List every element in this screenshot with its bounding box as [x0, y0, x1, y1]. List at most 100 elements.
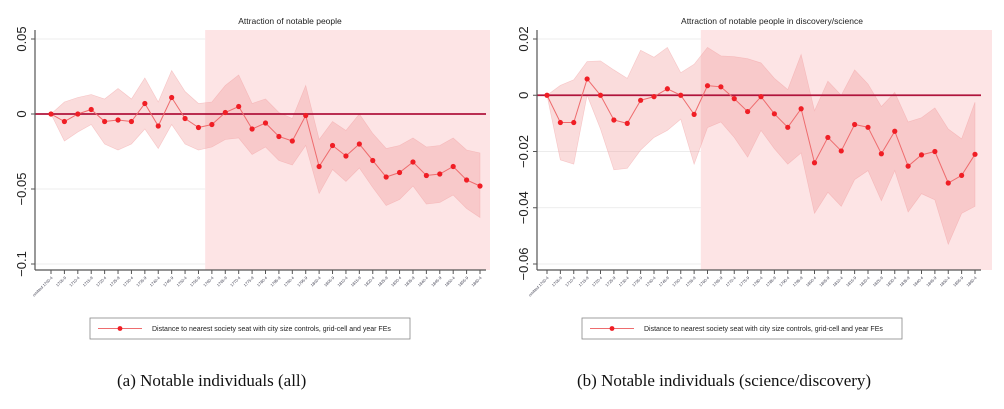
- caption-a: (a) Notable individuals (all): [117, 371, 307, 390]
- chart-panel-b: 0.02 0 −0.02 −0.04 −0.06 omitted 1700-4 1705-9…: [502, 0, 1004, 360]
- x-tick-label: 1840-4: [417, 275, 430, 288]
- data-point: [289, 138, 295, 144]
- data-point: [423, 172, 429, 179]
- x-tick-label: 1800-4: [309, 275, 322, 288]
- x-tick-label: 1735-9: [631, 275, 644, 288]
- legend-box: [581, 317, 903, 340]
- x-tick-label: 1850-4: [444, 275, 457, 288]
- data-point: [142, 100, 148, 107]
- x-tick-label: 1770-4: [725, 275, 738, 288]
- data-point: [383, 174, 389, 180]
- data-point: [249, 126, 255, 132]
- caption-b: (b) Notable individuals (science/discove…: [577, 371, 872, 390]
- x-tick-label: 1840-4: [912, 275, 925, 288]
- data-point: [236, 103, 242, 110]
- y-tick-label: 0: [14, 110, 29, 117]
- x-tick-label: 1815-9: [845, 275, 858, 288]
- x-tick-label: 1805-9: [818, 275, 831, 288]
- data-point: [222, 109, 228, 116]
- legend-marker-swatch: [117, 326, 123, 331]
- x-tick-label: 1765-9: [711, 275, 724, 288]
- x-tick-label: 1825-9: [872, 275, 885, 288]
- data-point: [771, 111, 777, 117]
- data-point: [918, 152, 925, 158]
- data-point: [597, 92, 604, 98]
- x-tick-label: 1755-9: [684, 275, 697, 288]
- x-tick-label: 1715-9: [82, 275, 95, 288]
- x-tick-label: 1715-9: [577, 275, 590, 288]
- x-tick-label: 1780-4: [751, 275, 764, 288]
- x-tick-label: 1845-9: [430, 275, 443, 288]
- x-tick-label: 1835-9: [898, 275, 911, 288]
- data-point: [852, 121, 858, 128]
- x-tick-label: 1855-9: [952, 275, 965, 288]
- data-point: [544, 92, 550, 98]
- data-point: [209, 121, 215, 128]
- shaded-period-region: [205, 30, 491, 270]
- x-tick-label: 1775-9: [738, 275, 751, 288]
- y-tick-label: 0.05: [14, 26, 29, 51]
- data-point: [838, 148, 844, 154]
- x-tick-label: 1810-4: [336, 275, 349, 288]
- data-point: [624, 120, 630, 126]
- data-point: [182, 115, 188, 122]
- x-tick-label: 1735-9: [135, 275, 148, 288]
- data-point: [262, 120, 269, 126]
- data-point: [945, 180, 951, 186]
- data-point: [195, 124, 202, 131]
- data-point: [155, 123, 161, 129]
- x-tick-label: 1705-9: [55, 275, 68, 288]
- legend-label: Distance to nearest society seat with ci…: [644, 326, 883, 333]
- data-point: [463, 177, 470, 183]
- x-tick-label: 1755-9: [189, 275, 202, 288]
- data-point: [758, 94, 764, 100]
- data-point: [905, 163, 911, 169]
- x-tick-label: 1770-4: [229, 275, 242, 288]
- data-point: [316, 163, 322, 170]
- data-point: [825, 134, 831, 141]
- x-tick-label: 1810-4: [832, 275, 845, 288]
- data-point: [343, 153, 349, 159]
- y-tick-label: 0: [516, 92, 531, 99]
- data-point: [571, 119, 577, 126]
- x-tick-label: 1745-9: [658, 275, 671, 288]
- x-tick-label: 1775-9: [242, 275, 255, 288]
- x-tick-label: 1855-9: [457, 275, 470, 288]
- x-tick-label: 1725-9: [108, 275, 121, 288]
- legend-box: [89, 317, 411, 340]
- x-tick-label: 1805-9: [323, 275, 336, 288]
- x-tick-label: 1790-4: [283, 275, 296, 288]
- legend-marker-swatch: [609, 326, 615, 331]
- data-point: [865, 124, 871, 130]
- data-point: [329, 142, 336, 149]
- data-point: [932, 148, 938, 155]
- x-tick-label: 1785-9: [269, 275, 282, 288]
- data-point: [303, 112, 309, 119]
- x-tick-label: 1720-4: [95, 275, 108, 288]
- x-tick-label: 1825-9: [377, 275, 390, 288]
- data-point: [75, 111, 81, 117]
- x-tick-label: 1730-4: [122, 275, 135, 288]
- x-tick-label: 1830-4: [390, 275, 403, 288]
- data-point: [611, 117, 617, 123]
- data-point: [638, 97, 644, 103]
- data-point: [785, 124, 791, 130]
- x-tick-label: 1820-4: [858, 275, 871, 288]
- data-point: [878, 151, 884, 157]
- x-tick-label: 1710-4: [68, 275, 81, 288]
- data-point: [704, 83, 711, 89]
- data-point: [396, 169, 403, 176]
- shaded-period-region: [700, 30, 992, 270]
- x-tick-label: 1820-4: [363, 275, 376, 288]
- data-point: [450, 163, 456, 170]
- x-tick-label: 1710-4: [564, 275, 577, 288]
- data-point: [651, 94, 657, 100]
- x-tick-label: 1780-4: [256, 275, 269, 288]
- x-tick-label: 1720-4: [591, 275, 604, 288]
- chart-panel-a: 0.05 0 −0.05 −0.1 omitted 1700-4 1705-9 1710-4…: [0, 0, 502, 360]
- data-point: [811, 160, 818, 166]
- x-tick-label: omitted 1700-4: [31, 275, 54, 298]
- y-tick-label: 0.02: [516, 26, 531, 51]
